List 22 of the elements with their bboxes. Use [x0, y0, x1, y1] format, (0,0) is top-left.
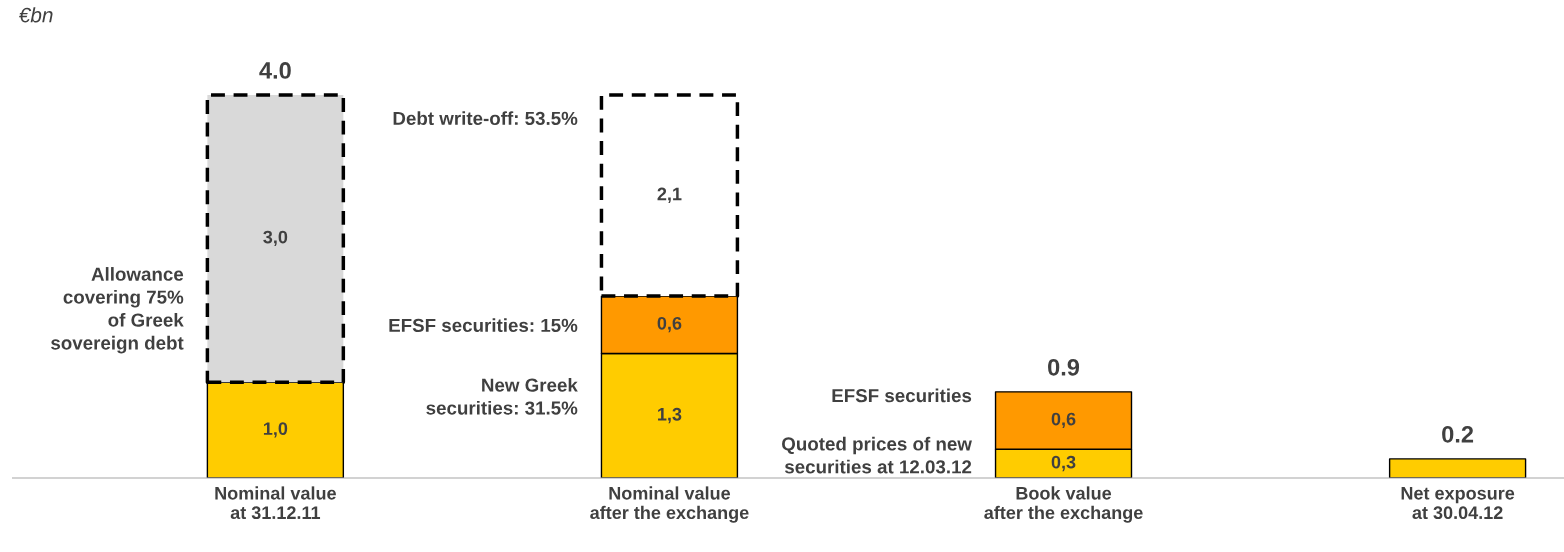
annotation: Allowance covering 75% of Greek sovereign debt — [51, 267, 184, 354]
x-tick-label: Nominal value after the exchange — [590, 486, 749, 523]
data-label: 0,3 — [1051, 455, 1076, 472]
total-label: 0.2 — [1442, 426, 1474, 443]
bar — [1388, 458, 1527, 479]
total-label: 4.0 — [259, 62, 291, 79]
annotation: New Greek securities: 31.5% — [426, 378, 578, 415]
data-label: 0,6 — [657, 316, 682, 333]
annotation: EFSF securities — [832, 388, 972, 403]
annotation: Quoted prices of new securities at 12.03.12 — [782, 436, 972, 474]
data-label: 3,0 — [263, 230, 288, 247]
total-label: 0.9 — [1048, 358, 1080, 376]
annotation: Debt write-off: 53.5% — [393, 111, 578, 126]
x-tick-label: Net exposure at 30.04.12 — [1401, 487, 1515, 520]
data-label: 2,1 — [657, 187, 682, 204]
x-tick-label: Book value after the exchange — [984, 486, 1143, 523]
data-label: 1,3 — [658, 407, 682, 424]
annotation: EFSF securities: 15% — [389, 318, 578, 333]
x-tick-label: Nominal value at 31.12.11 — [215, 486, 336, 520]
text: €bn — [18, 7, 53, 23]
data-label: 1,0 — [263, 422, 288, 438]
data-label: 0,6 — [1051, 412, 1076, 429]
